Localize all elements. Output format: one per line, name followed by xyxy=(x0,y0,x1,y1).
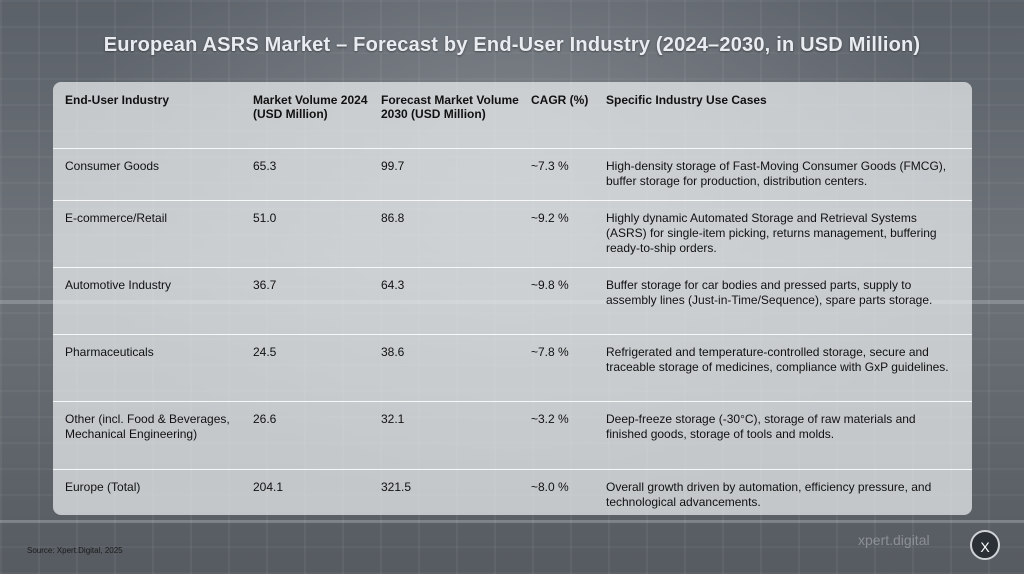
cell-industry: E-commerce/Retail xyxy=(53,200,253,268)
cell-cagr: ~9.2 % xyxy=(531,200,606,268)
cell-industry: Consumer Goods xyxy=(53,148,253,201)
cell-volume-2024: 24.5 xyxy=(253,334,381,402)
cell-industry: Automotive Industry xyxy=(53,267,253,335)
cell-use-cases: Highly dynamic Automated Storage and Ret… xyxy=(606,200,972,268)
cell-volume-2030: 38.6 xyxy=(381,334,531,402)
cell-industry: Europe (Total) xyxy=(53,469,253,515)
forecast-table: End-User Industry Market Volume 2024 (US… xyxy=(53,82,972,515)
cell-use-cases: Buffer storage for car bodies and presse… xyxy=(606,267,972,335)
table-row: Consumer Goods 65.3 99.7 ~7.3 % High-den… xyxy=(53,148,972,201)
cell-volume-2024: 36.7 xyxy=(253,267,381,335)
table-row: Automotive Industry 36.7 64.3 ~9.8 % Buf… xyxy=(53,267,972,335)
table-row: Pharmaceuticals 24.5 38.6 ~7.8 % Refrige… xyxy=(53,334,972,402)
cell-volume-2030: 86.8 xyxy=(381,200,531,268)
cell-volume-2030: 321.5 xyxy=(381,469,531,515)
cell-cagr: ~7.8 % xyxy=(531,334,606,402)
header-cagr: CAGR (%) xyxy=(531,93,589,107)
page-title: European ASRS Market – Forecast by End-U… xyxy=(103,34,921,56)
cell-industry: Pharmaceuticals xyxy=(53,334,253,402)
source-caption: Source: Xpert.Digital, 2025 xyxy=(27,546,123,555)
cell-volume-2024: 204.1 xyxy=(253,469,381,515)
header-industry: End-User Industry xyxy=(65,93,170,107)
cell-cagr: ~8.0 % xyxy=(531,469,606,515)
close-button[interactable]: X xyxy=(970,530,1000,560)
cell-volume-2024: 51.0 xyxy=(253,200,381,268)
cell-use-cases: Deep-freeze storage (-30°C), storage of … xyxy=(606,401,972,470)
cell-use-cases: High-density storage of Fast-Moving Cons… xyxy=(606,148,972,201)
table-header-row: End-User Industry Market Volume 2024 (US… xyxy=(53,82,972,149)
cell-cagr: ~9.8 % xyxy=(531,267,606,335)
table-row-total: Europe (Total) 204.1 321.5 ~8.0 % Overal… xyxy=(53,469,972,515)
cell-volume-2024: 65.3 xyxy=(253,148,381,201)
cell-volume-2030: 99.7 xyxy=(381,148,531,201)
cell-use-cases: Overall growth driven by automation, eff… xyxy=(606,469,972,515)
header-volume-2024: Market Volume 2024 (USD Million) xyxy=(253,93,368,121)
table-row: Other (incl. Food & Beverages, Mechanica… xyxy=(53,401,972,470)
forecast-table-panel: End-User Industry Market Volume 2024 (US… xyxy=(53,82,972,515)
table-row: E-commerce/Retail 51.0 86.8 ~9.2 % Highl… xyxy=(53,200,972,268)
cell-cagr: ~3.2 % xyxy=(531,401,606,470)
cell-volume-2030: 64.3 xyxy=(381,267,531,335)
cell-volume-2024: 26.6 xyxy=(253,401,381,470)
close-icon: X xyxy=(980,539,990,555)
header-use-cases: Specific Industry Use Cases xyxy=(606,93,767,107)
header-volume-2030: Forecast Market Volume 2030 (USD Million… xyxy=(381,93,519,121)
cell-use-cases: Refrigerated and temperature-controlled … xyxy=(606,334,972,402)
brand-watermark: xpert.digital xyxy=(858,532,930,548)
cell-volume-2030: 32.1 xyxy=(381,401,531,470)
cell-cagr: ~7.3 % xyxy=(531,148,606,201)
cell-industry: Other (incl. Food & Beverages, Mechanica… xyxy=(53,401,253,470)
